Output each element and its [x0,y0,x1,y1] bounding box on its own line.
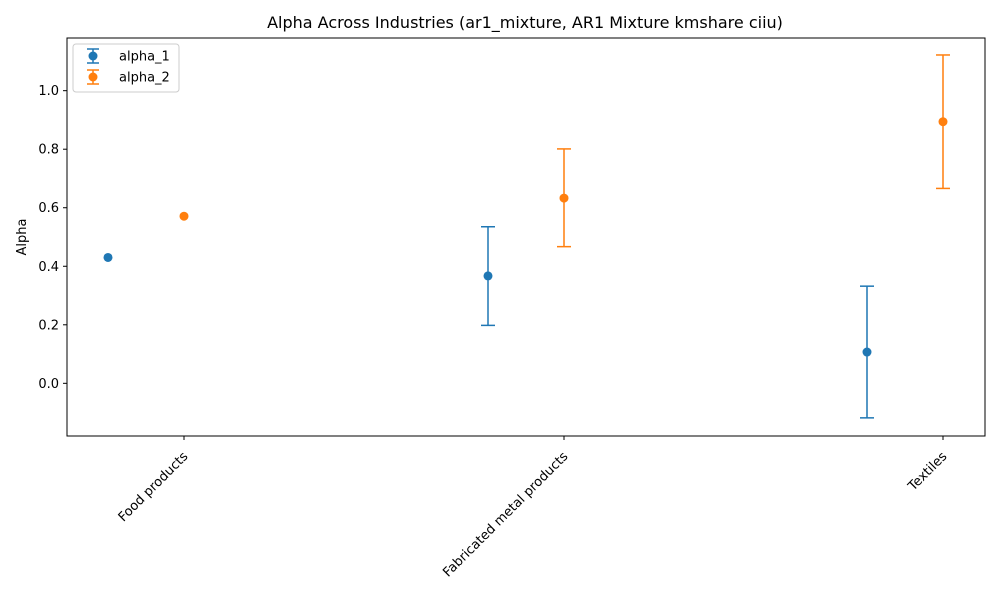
legend-marker-icon [88,72,98,82]
data-point [938,117,948,127]
y-tick-label: 0.6 [38,201,59,216]
data-point [862,347,872,357]
y-tick-label: 0.8 [38,143,59,158]
legend-label: alpha_2 [119,71,170,86]
y-tick-label: 0.2 [38,318,59,333]
legend-marker-icon [88,51,98,61]
x-tick-label: Food products [116,449,192,525]
y-tick-label: 0.0 [38,377,59,392]
y-axis: 0.0 0.2 0.4 0.6 0.8 1.0 [38,84,67,392]
data-point [559,193,569,203]
data-point [483,271,493,281]
data-point [179,211,189,221]
chart-title: Alpha Across Industries (ar1_mixture, AR… [267,13,783,33]
plot-frame [66,37,986,437]
x-tick-label: Textiles [905,449,951,495]
data-point [103,252,113,262]
series-layer [103,54,950,419]
legend-frame [72,43,180,93]
y-tick-label: 0.4 [38,260,59,275]
series-alpha-2 [179,54,950,248]
x-tick-label: Fabricated metal products [440,449,571,580]
x-axis: Food products Fabricated metal products Te… [116,436,951,580]
series-alpha-1 [103,226,874,419]
legend: alpha_1 alpha_2 [72,43,180,93]
legend-label: alpha_1 [119,50,170,65]
y-axis-label: Alpha [15,219,30,256]
y-tick-label: 1.0 [38,84,59,99]
